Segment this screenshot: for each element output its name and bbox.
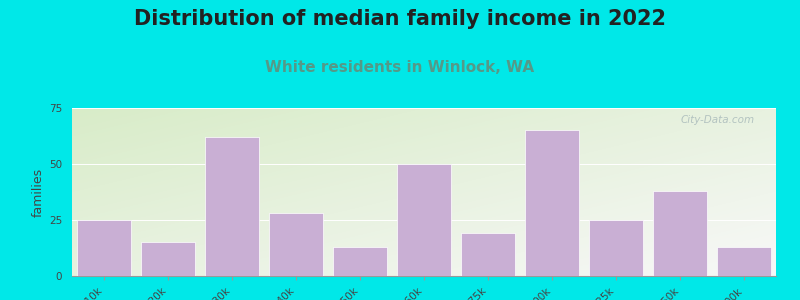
Text: White residents in Winlock, WA: White residents in Winlock, WA bbox=[266, 60, 534, 75]
Bar bbox=[653, 191, 707, 276]
Bar bbox=[461, 233, 515, 276]
Text: City-Data.com: City-Data.com bbox=[681, 115, 755, 125]
Bar bbox=[525, 130, 579, 276]
Bar bbox=[397, 164, 451, 276]
Y-axis label: families: families bbox=[32, 167, 45, 217]
Bar bbox=[77, 220, 131, 276]
Bar bbox=[589, 220, 643, 276]
Bar bbox=[333, 247, 387, 276]
Text: Distribution of median family income in 2022: Distribution of median family income in … bbox=[134, 9, 666, 29]
Bar bbox=[141, 242, 195, 276]
Bar bbox=[717, 247, 771, 276]
Bar bbox=[269, 213, 323, 276]
Bar bbox=[205, 137, 259, 276]
